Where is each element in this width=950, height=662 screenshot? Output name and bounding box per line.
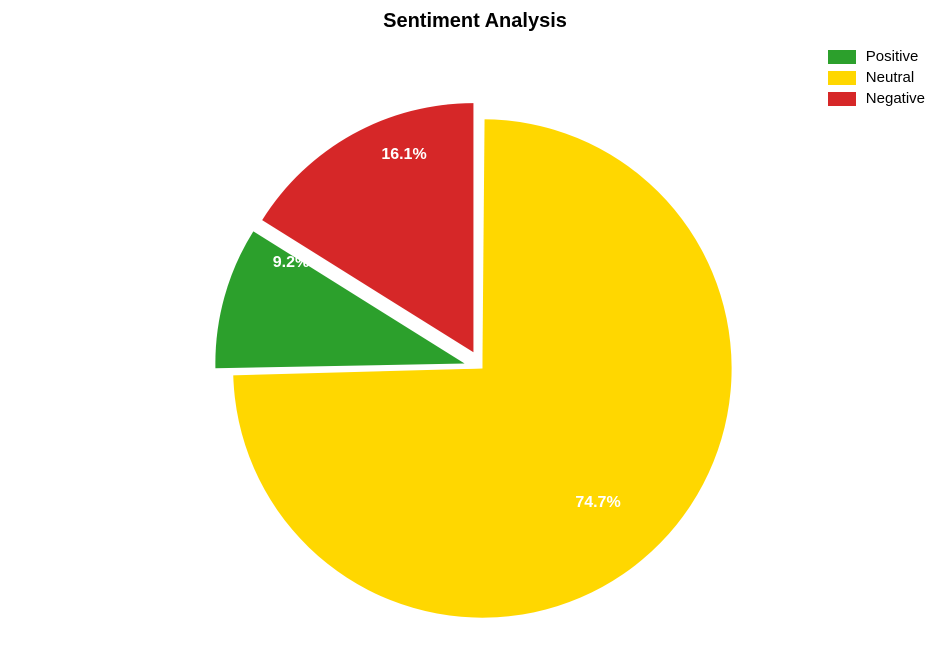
pie-chart-svg	[0, 50, 950, 650]
legend-swatch-positive	[828, 50, 856, 64]
legend-swatch-negative	[828, 92, 856, 106]
legend-item-negative: Negative	[828, 90, 925, 107]
pie-chart-container	[0, 50, 950, 650]
legend: Positive Neutral Negative	[828, 48, 925, 111]
legend-label-positive: Positive	[866, 48, 919, 65]
slice-label-positive: 9.2%	[273, 254, 309, 272]
legend-label-neutral: Neutral	[866, 69, 914, 86]
chart-title: Sentiment Analysis	[383, 10, 567, 33]
legend-item-positive: Positive	[828, 48, 925, 65]
legend-item-neutral: Neutral	[828, 69, 925, 86]
legend-label-negative: Negative	[866, 90, 925, 107]
slice-label-negative: 16.1%	[381, 146, 426, 164]
slice-label-neutral: 74.7%	[575, 494, 620, 512]
legend-swatch-neutral	[828, 71, 856, 85]
